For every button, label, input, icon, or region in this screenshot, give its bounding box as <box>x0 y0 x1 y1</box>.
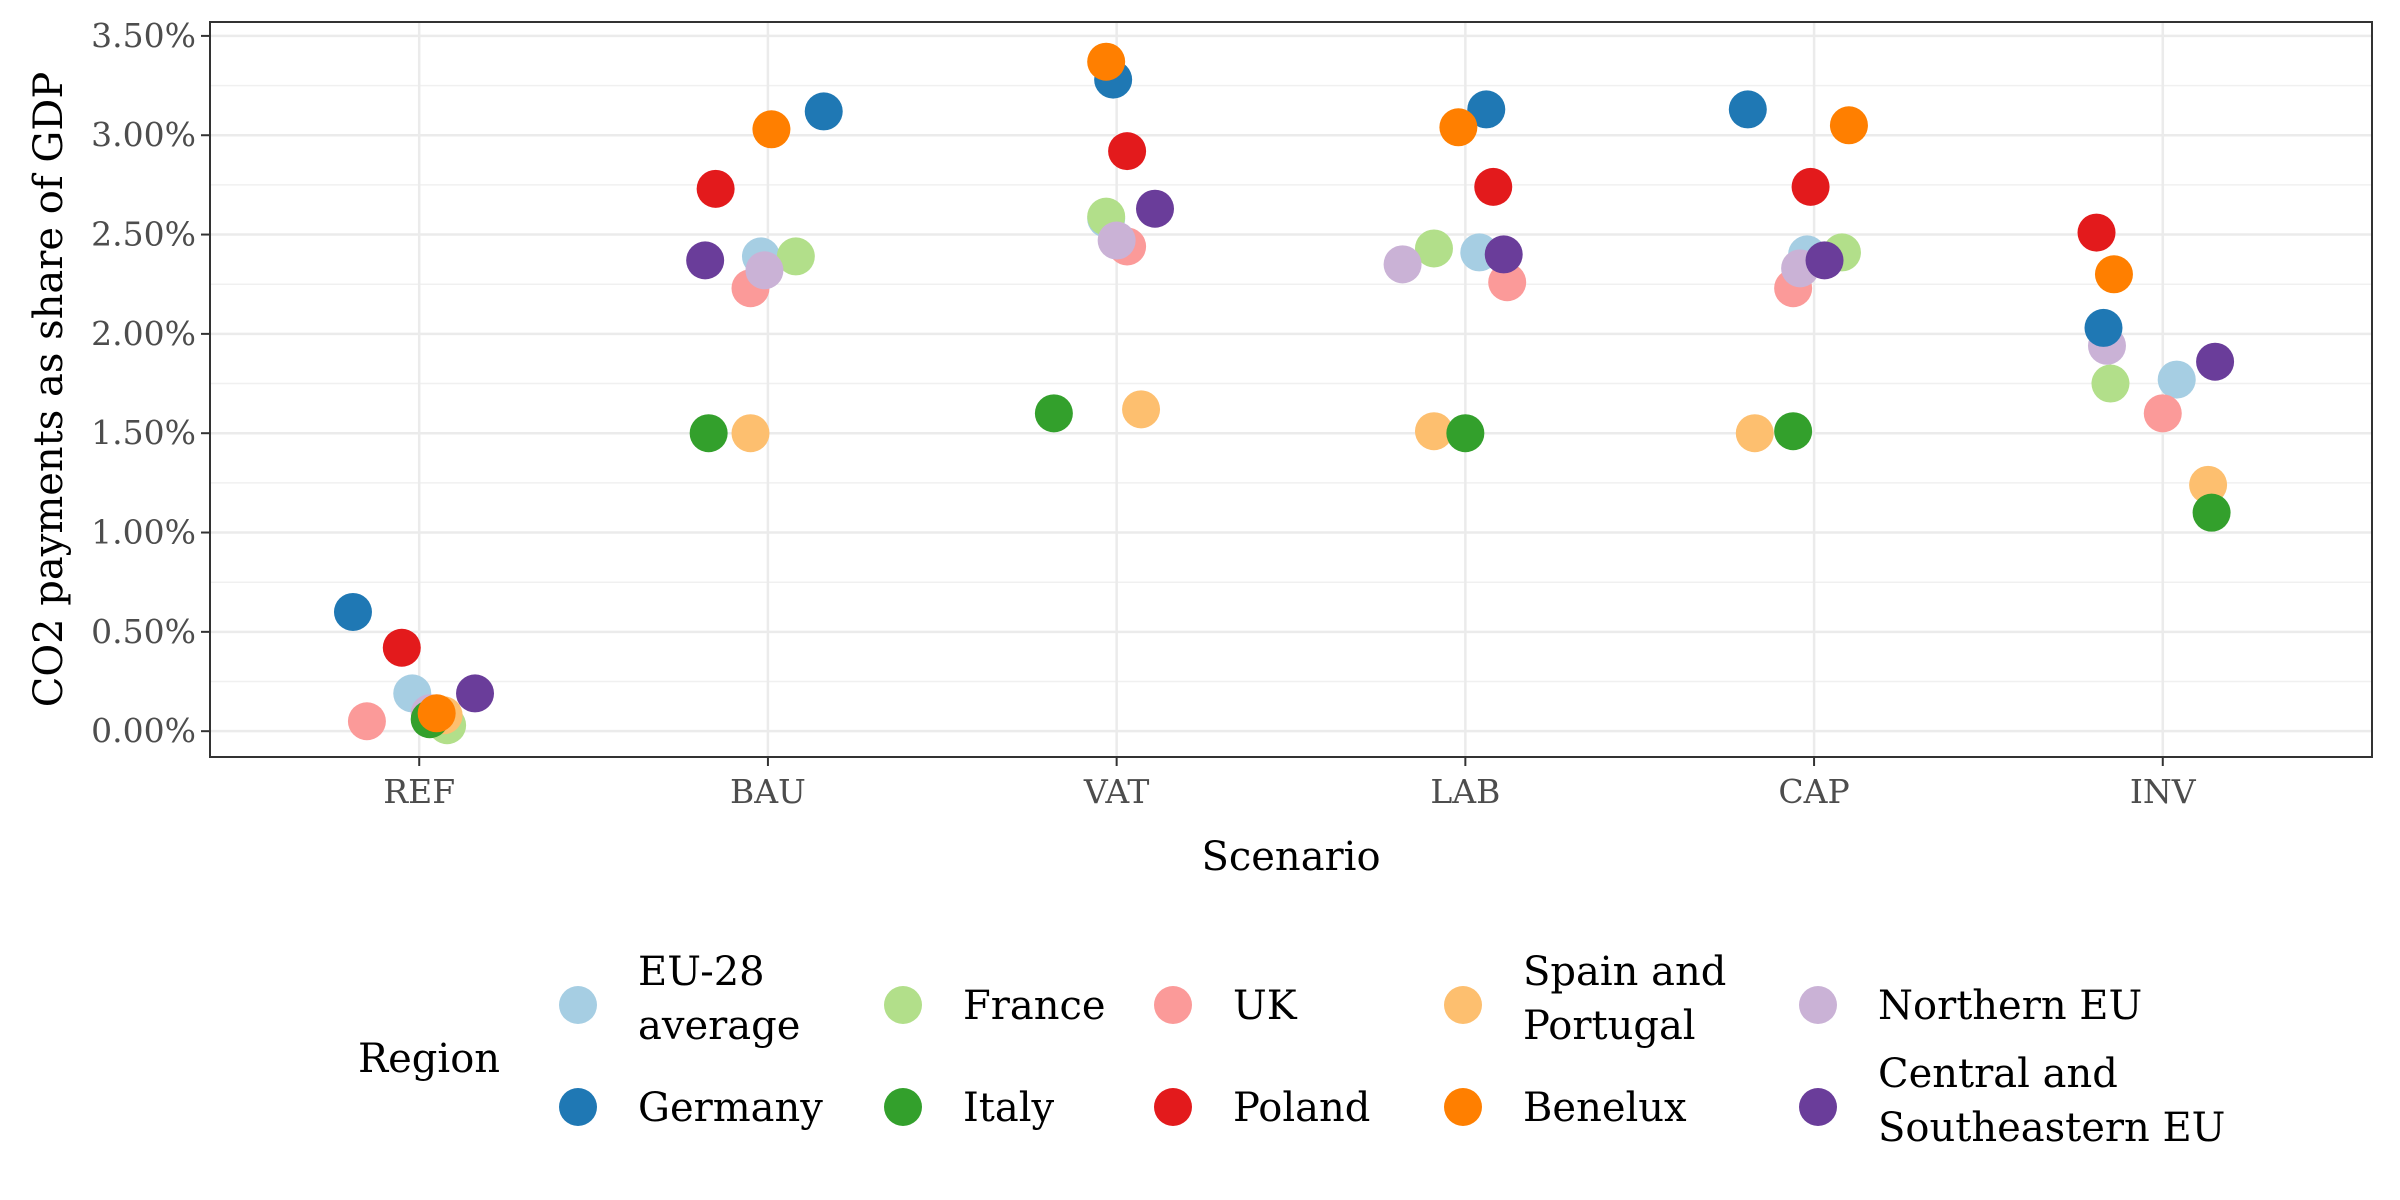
point-spain-and-portugal-inv <box>2189 465 2228 504</box>
point-benelux-vat <box>1087 42 1126 81</box>
point-northern-eu-vat <box>1097 221 1136 260</box>
chart-panel-background <box>210 22 2372 757</box>
point-germany-bau <box>804 92 843 131</box>
point-germany-lab <box>1467 90 1506 129</box>
point-poland-inv <box>2077 213 2116 252</box>
point-italy-lab <box>1446 414 1485 453</box>
legend-key-germany <box>559 1088 597 1126</box>
legend-label-eu-28-average: EU-28 average <box>638 949 800 1049</box>
point-uk-lab <box>1488 263 1527 302</box>
legend-label-poland: Poland <box>1233 1085 1370 1131</box>
point-poland-vat <box>1108 132 1147 171</box>
point-france-lab <box>1414 229 1453 268</box>
point-eu-28-average-inv <box>2157 360 2196 399</box>
legend-label-germany: Germany <box>638 1085 823 1131</box>
legend-key-central-and-southeastern-eu <box>1799 1088 1837 1126</box>
point-northern-eu-bau <box>745 251 784 290</box>
x-tick-label-cap: CAP <box>1778 772 1849 811</box>
point-italy-inv <box>2192 493 2231 532</box>
legend-key-eu-28-average <box>559 986 597 1024</box>
point-spain-and-portugal-lab <box>1414 412 1453 451</box>
legend-label-france: France <box>963 983 1106 1029</box>
chart-panel-border <box>209 21 2373 758</box>
y-tick-label: 2.00% <box>91 314 196 353</box>
point-italy-vat <box>1034 394 1073 433</box>
y-tick-label: 1.00% <box>91 513 196 552</box>
y-tick-label: 3.50% <box>91 16 196 55</box>
point-central-and-southeastern-eu-inv <box>2196 342 2235 381</box>
legend-key-poland <box>1154 1088 1192 1126</box>
point-benelux-bau <box>752 110 791 149</box>
point-poland-cap <box>1791 167 1830 206</box>
point-germany-inv <box>2084 308 2123 347</box>
legend-label-central-and-southeastern-eu: Central and Southeastern EU <box>1878 1051 2225 1151</box>
point-benelux-ref <box>417 694 456 733</box>
legend-key-italy <box>884 1088 922 1126</box>
point-poland-ref <box>382 628 421 667</box>
x-tick-label-lab: LAB <box>1430 772 1500 811</box>
legend-key-france <box>884 986 922 1024</box>
legend-label-benelux: Benelux <box>1523 1085 1687 1131</box>
point-germany-cap <box>1728 90 1767 129</box>
point-poland-bau <box>696 169 735 208</box>
point-central-and-southeastern-eu-ref <box>456 674 495 713</box>
x-tick-label-vat: VAT <box>1083 772 1150 811</box>
point-northern-eu-lab <box>1383 245 1422 284</box>
y-tick-label: 3.00% <box>91 115 196 154</box>
point-italy-cap <box>1774 412 1813 451</box>
x-tick-label-ref: REF <box>383 772 455 811</box>
x-axis-title: Scenario <box>1201 834 1380 880</box>
legend-key-spain-and-portugal <box>1444 986 1482 1024</box>
x-tick-label-inv: INV <box>2130 772 2197 811</box>
point-france-inv <box>2091 364 2130 403</box>
point-spain-and-portugal-cap <box>1735 414 1774 453</box>
point-uk-ref <box>347 702 386 741</box>
y-axis-title: CO2 payments as share of GDP <box>26 72 72 708</box>
legend-label-northern-eu: Northern EU <box>1878 983 2142 1029</box>
point-spain-and-portugal-bau <box>731 414 770 453</box>
y-tick-label: 0.00% <box>91 711 196 750</box>
point-italy-bau <box>689 414 728 453</box>
x-tick-label-bau: BAU <box>730 772 806 811</box>
y-axis-ticks: 0.00% 0.50% 1.00% 1.50% 2.00% 2.50% 3.00% 3.50% <box>91 16 210 750</box>
y-tick-label: 0.50% <box>91 612 196 651</box>
point-central-and-southeastern-eu-lab <box>1484 235 1523 274</box>
point-benelux-inv <box>2094 255 2133 294</box>
x-axis-ticks: REF BAU VAT LAB CAP INV <box>383 757 2197 811</box>
legend-label-uk: UK <box>1233 983 1298 1029</box>
point-central-and-southeastern-eu-bau <box>686 241 725 280</box>
point-spain-and-portugal-vat <box>1122 390 1161 429</box>
point-germany-ref <box>333 592 372 631</box>
point-central-and-southeastern-eu-cap <box>1805 241 1844 280</box>
chart-grid <box>210 22 2372 757</box>
point-benelux-cap <box>1829 106 1868 145</box>
point-uk-inv <box>2143 394 2182 433</box>
legend-key-benelux <box>1444 1088 1482 1126</box>
legend-key-northern-eu <box>1799 986 1837 1024</box>
legend-label-spain-and-portugal: Spain and Portugal <box>1523 949 1726 1049</box>
y-tick-label: 1.50% <box>91 413 196 452</box>
point-france-bau <box>776 237 815 276</box>
point-benelux-lab <box>1439 108 1478 147</box>
chart-points <box>333 42 2235 745</box>
legend-title: Region <box>358 1036 500 1082</box>
legend: Region EU-28 average France UK Spain and Port… <box>358 949 2225 1151</box>
y-tick-label: 2.50% <box>91 215 196 254</box>
point-poland-lab <box>1474 167 1513 206</box>
point-central-and-southeastern-eu-vat <box>1136 189 1175 228</box>
legend-key-uk <box>1154 986 1192 1024</box>
legend-label-italy: Italy <box>963 1085 1055 1131</box>
